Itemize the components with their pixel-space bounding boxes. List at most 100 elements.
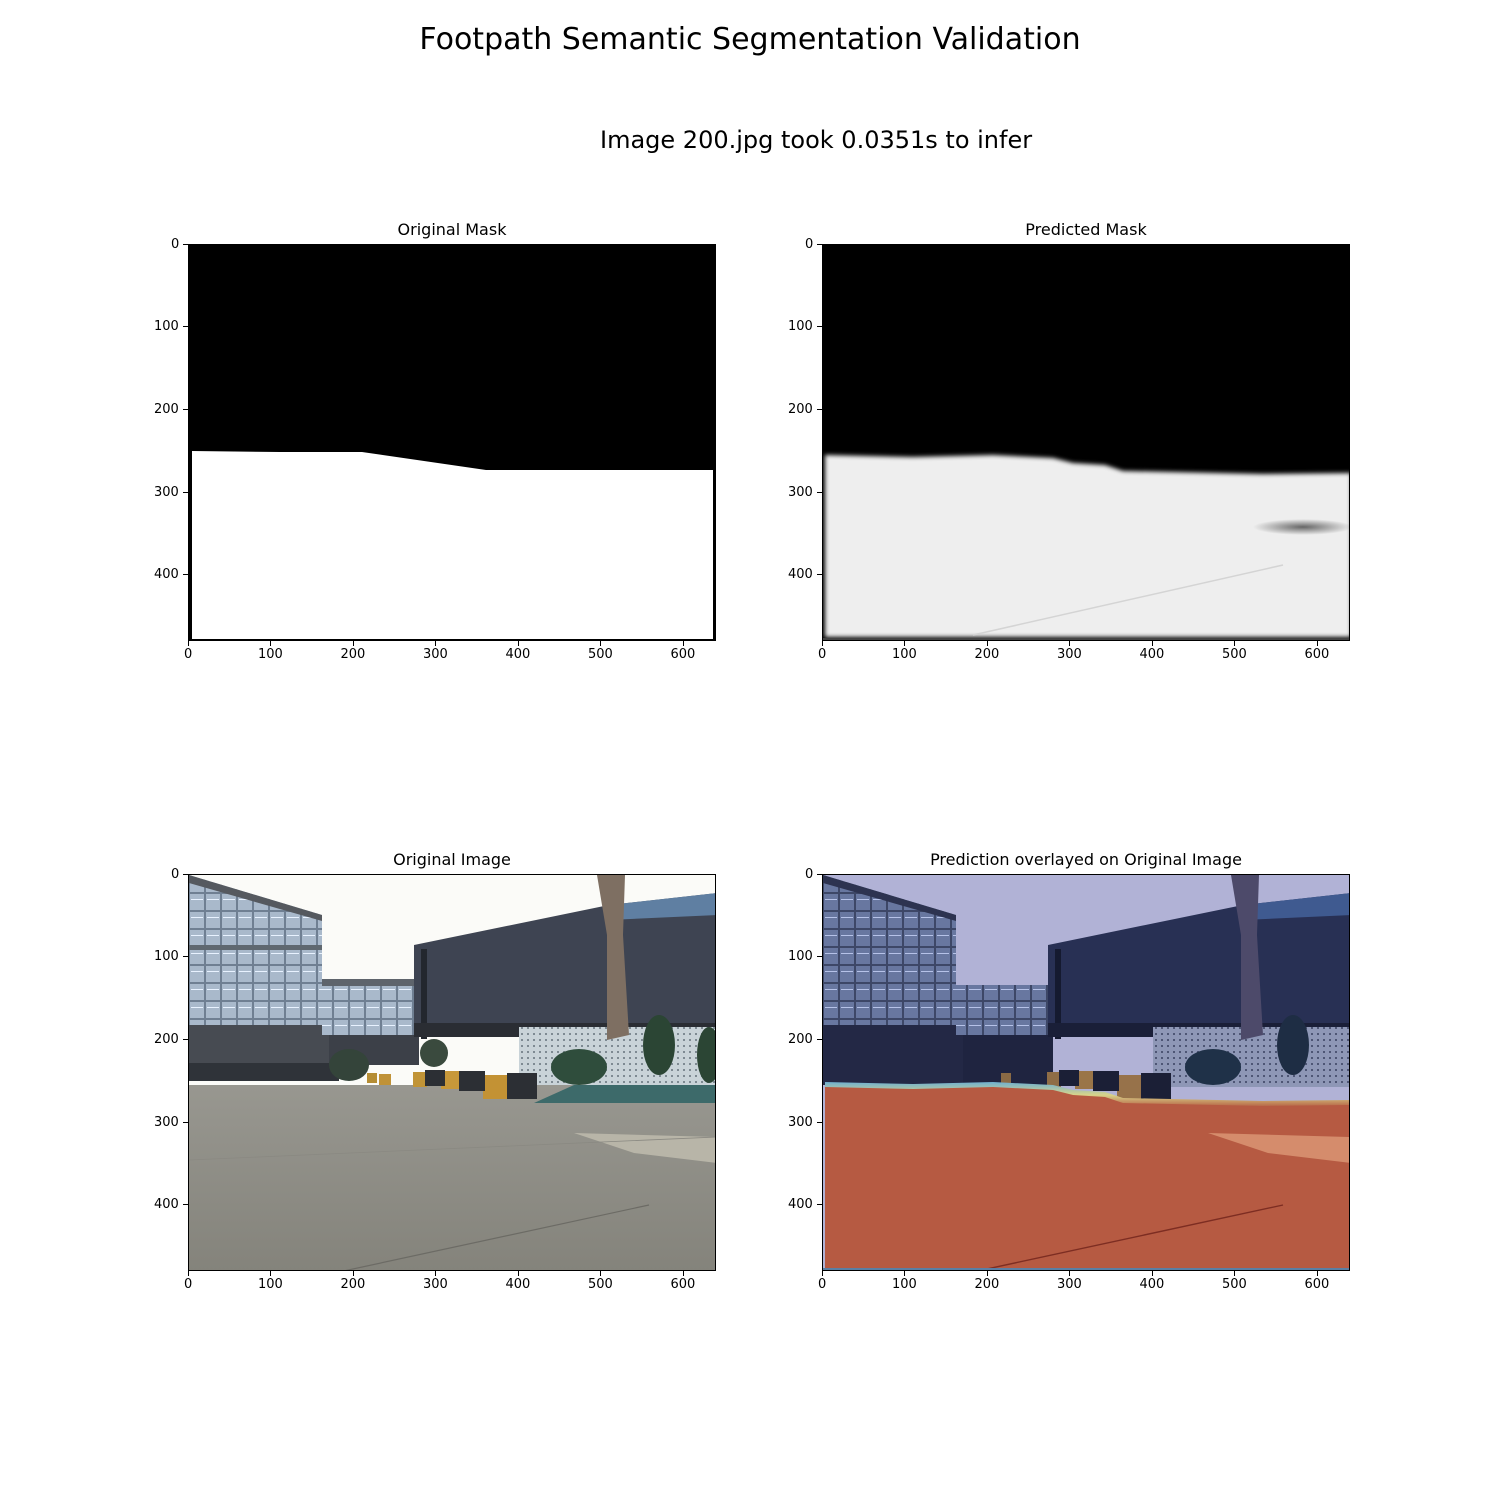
x-tick-label: 600 bbox=[1304, 1277, 1330, 1292]
x-tick-label: 100 bbox=[892, 1277, 917, 1292]
x-tick-label: 400 bbox=[1139, 647, 1165, 662]
y-tick-mark bbox=[817, 956, 822, 958]
y-tick-label: 400 bbox=[154, 567, 179, 583]
y-tick-label: 400 bbox=[788, 1197, 813, 1213]
x-tick-mark bbox=[517, 1271, 519, 1276]
x-tick-mark bbox=[187, 1271, 189, 1276]
x-tick-label: 600 bbox=[1304, 647, 1330, 662]
x-tick-label: 200 bbox=[340, 647, 366, 662]
original-image-photo bbox=[189, 875, 715, 1270]
original-mask-footpath bbox=[192, 451, 715, 639]
y-tick-label: 100 bbox=[154, 319, 179, 335]
y-tick-mark bbox=[183, 956, 188, 958]
x-tick-mark bbox=[821, 1271, 823, 1276]
predicted-mask-footpath bbox=[825, 455, 1349, 637]
x-tick-label: 100 bbox=[258, 1277, 283, 1292]
x-tick-label: 600 bbox=[670, 1277, 696, 1292]
x-tick-mark bbox=[600, 641, 601, 646]
x-tick-mark bbox=[1316, 641, 1318, 646]
x-tick-mark bbox=[821, 641, 823, 646]
figure-subtitle: Image 200.jpg took 0.0351s to infer bbox=[600, 126, 1033, 154]
panel-title: Predicted Mask bbox=[1025, 220, 1147, 239]
x-tick-label: 200 bbox=[974, 1277, 1000, 1292]
y-tick-label: 100 bbox=[154, 949, 179, 965]
y-tick-mark bbox=[817, 1038, 822, 1040]
y-tick-label: 400 bbox=[788, 567, 813, 583]
y-tick-label: 300 bbox=[154, 1114, 179, 1130]
x-tick-label: 100 bbox=[892, 647, 917, 662]
y-tick-mark bbox=[183, 1204, 188, 1206]
x-tick-mark bbox=[1069, 641, 1070, 646]
predicted-mask-image bbox=[823, 245, 1349, 640]
x-tick-mark bbox=[1234, 641, 1235, 646]
predicted-mask-axes bbox=[822, 244, 1350, 641]
overlay-image bbox=[823, 875, 1349, 1270]
x-tick-mark bbox=[517, 641, 519, 646]
y-tick-label: 200 bbox=[788, 401, 813, 417]
x-tick-mark bbox=[1151, 641, 1153, 646]
y-tick-label: 200 bbox=[788, 1031, 813, 1047]
y-tick-mark bbox=[817, 243, 822, 245]
x-tick-label: 200 bbox=[340, 1277, 366, 1292]
y-tick-label: 200 bbox=[154, 1031, 179, 1047]
x-tick-label: 0 bbox=[818, 647, 827, 662]
x-tick-label: 400 bbox=[505, 1277, 531, 1292]
x-tick-label: 0 bbox=[184, 647, 193, 662]
y-tick-mark bbox=[817, 491, 822, 493]
x-tick-label: 300 bbox=[1057, 647, 1082, 662]
y-tick-label: 100 bbox=[788, 949, 813, 965]
x-tick-label: 300 bbox=[1057, 1277, 1082, 1292]
x-tick-mark bbox=[904, 1271, 905, 1276]
x-tick-label: 200 bbox=[974, 647, 1000, 662]
y-tick-label: 100 bbox=[788, 319, 813, 335]
y-tick-label: 300 bbox=[788, 1114, 813, 1130]
x-tick-mark bbox=[1234, 1271, 1235, 1276]
y-tick-mark bbox=[817, 574, 822, 576]
x-tick-mark bbox=[435, 641, 436, 646]
x-tick-mark bbox=[1069, 1271, 1070, 1276]
x-tick-label: 300 bbox=[423, 1277, 448, 1292]
x-tick-label: 500 bbox=[588, 1277, 613, 1292]
x-tick-mark bbox=[986, 1271, 988, 1276]
x-tick-label: 0 bbox=[818, 1277, 827, 1292]
x-tick-label: 300 bbox=[423, 647, 448, 662]
original-image-axes bbox=[188, 874, 716, 1271]
y-tick-mark bbox=[183, 1038, 188, 1040]
y-tick-mark bbox=[817, 326, 822, 328]
y-tick-label: 0 bbox=[171, 866, 180, 882]
y-tick-label: 300 bbox=[788, 484, 813, 500]
x-tick-mark bbox=[1151, 1271, 1153, 1276]
x-tick-mark bbox=[270, 1271, 271, 1276]
x-tick-mark bbox=[904, 641, 905, 646]
y-tick-label: 0 bbox=[171, 236, 180, 252]
x-tick-mark bbox=[682, 1271, 684, 1276]
y-tick-mark bbox=[817, 408, 822, 410]
x-tick-label: 500 bbox=[1222, 1277, 1247, 1292]
x-tick-label: 500 bbox=[588, 647, 613, 662]
x-tick-label: 600 bbox=[670, 647, 696, 662]
x-tick-mark bbox=[187, 641, 189, 646]
y-tick-label: 200 bbox=[154, 401, 179, 417]
y-tick-mark bbox=[183, 243, 188, 245]
x-tick-mark bbox=[986, 641, 988, 646]
y-tick-mark bbox=[183, 1121, 188, 1123]
x-tick-mark bbox=[270, 641, 271, 646]
x-tick-mark bbox=[352, 641, 354, 646]
y-tick-mark bbox=[183, 491, 188, 493]
y-tick-mark bbox=[817, 1204, 822, 1206]
y-tick-label: 300 bbox=[154, 484, 179, 500]
y-tick-mark bbox=[183, 574, 188, 576]
panel-title: Original Image bbox=[393, 850, 511, 869]
panel-title: Original Mask bbox=[397, 220, 507, 239]
y-tick-mark bbox=[183, 873, 188, 875]
x-tick-label: 500 bbox=[1222, 647, 1247, 662]
panel-title: Prediction overlayed on Original Image bbox=[930, 850, 1242, 869]
original-mask-axes bbox=[188, 244, 716, 641]
overlay-footpath-region bbox=[825, 1087, 1349, 1268]
overlay-axes bbox=[822, 874, 1350, 1271]
figure-suptitle: Footpath Semantic Segmentation Validatio… bbox=[419, 22, 1081, 57]
x-tick-label: 100 bbox=[258, 647, 283, 662]
x-tick-mark bbox=[1316, 1271, 1318, 1276]
y-tick-mark bbox=[817, 1121, 822, 1123]
y-tick-mark bbox=[817, 873, 822, 875]
